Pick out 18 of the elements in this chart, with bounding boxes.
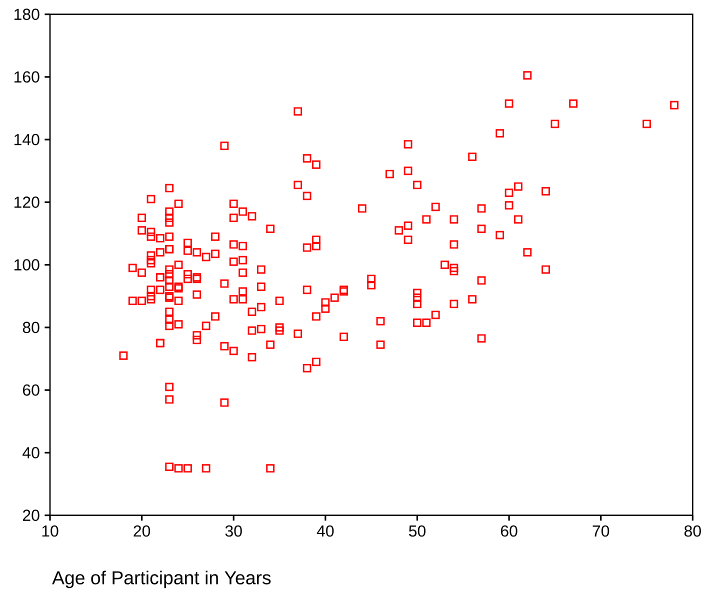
x-tick-label: 40 — [316, 525, 334, 537]
x-tick-label: 30 — [225, 525, 242, 537]
x-tick-label: 20 — [134, 525, 150, 537]
x-tick-label: 70 — [592, 525, 610, 537]
y-tick-label: 20 — [22, 510, 40, 521]
y-tick-label: 140 — [14, 134, 40, 146]
y-tick-label: 120 — [14, 196, 40, 208]
y-tick-label: 160 — [14, 71, 40, 83]
x-axis-title: Age of Participant in Years — [52, 570, 271, 588]
x-tick-label: 10 — [42, 525, 58, 537]
y-tick-label: 100 — [14, 259, 40, 270]
x-tick-label: 80 — [684, 525, 701, 537]
y-tick-label: 80 — [22, 322, 40, 334]
y-tick-label: 180 — [14, 8, 40, 20]
x-tick-label: 60 — [500, 525, 518, 537]
x-tick-label: 50 — [408, 525, 426, 537]
y-tick-label: 40 — [22, 447, 40, 458]
y-tick-label: 60 — [22, 384, 40, 396]
